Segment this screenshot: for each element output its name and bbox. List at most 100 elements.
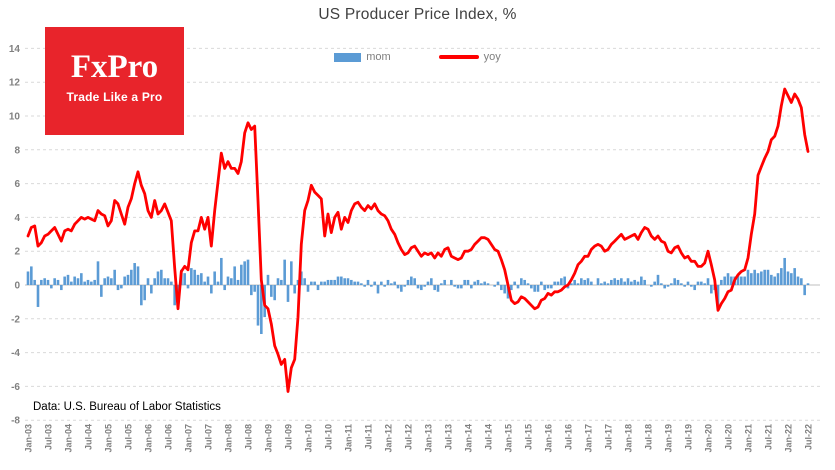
mom-bar: [140, 285, 143, 306]
mom-bar: [723, 276, 726, 285]
y-tick-label: 10: [9, 112, 21, 123]
x-tick-label: Jul-08: [244, 424, 254, 450]
mom-bar: [186, 285, 190, 289]
mom-bar: [463, 279, 466, 285]
mom-bar: [640, 276, 643, 285]
x-tick-label: Jul-05: [124, 424, 134, 450]
mom-bar: [406, 279, 410, 285]
mom-bar: [666, 285, 670, 287]
x-tick-label: Jan-08: [224, 424, 234, 453]
x-tick-label: Jul-13: [444, 424, 454, 450]
mom-bar: [650, 285, 653, 287]
mom-bar: [203, 281, 206, 285]
mom-bar: [776, 273, 780, 285]
mom-bar: [500, 285, 503, 291]
mom-bar: [456, 285, 460, 289]
mom-bar: [493, 285, 496, 287]
mom-bar: [363, 285, 366, 287]
x-tick-label: Jul-21: [764, 424, 774, 450]
mom-bar: [236, 279, 240, 285]
mom-bar: [476, 279, 480, 285]
mom-bar: [423, 285, 426, 287]
mom-bar: [350, 279, 353, 285]
x-tick-label: Jul-22: [804, 424, 814, 450]
mom-bar: [606, 283, 610, 285]
x-tick-label: Jan-16: [544, 424, 554, 453]
mom-bar: [560, 278, 563, 285]
x-tick-label: Jul-12: [404, 424, 414, 450]
mom-bar: [123, 276, 126, 285]
mom-bar: [276, 278, 280, 285]
mom-bar: [700, 281, 703, 285]
mom-bar: [503, 285, 506, 294]
mom-bar: [766, 269, 770, 285]
mom-bar: [333, 279, 336, 285]
mom-bar: [260, 285, 263, 335]
mom-bar: [286, 285, 290, 302]
mom-bar: [653, 281, 656, 285]
x-tick-label: Jul-18: [644, 424, 654, 450]
y-axis-labels: -8 -6 -4 -2 0 2 4 6 8 10 12 14: [9, 44, 21, 427]
x-tick-label: Jan-06: [144, 424, 154, 453]
mom-bar: [116, 285, 120, 291]
source-note: Data: U.S. Bureau of Labor Statistics: [33, 401, 221, 413]
x-tick-label: Jan-11: [344, 424, 354, 452]
mom-bar: [266, 274, 270, 285]
mom-bar: [383, 285, 386, 287]
legend-entry-yoy: yoy: [438, 51, 501, 63]
mom-bar: [693, 285, 696, 291]
mom-bar: [206, 276, 210, 285]
x-tick-label: Jul-17: [604, 424, 614, 450]
mom-bar: [443, 279, 446, 285]
mom-bar: [396, 285, 400, 289]
mom-bar: [736, 274, 740, 285]
mom-bar: [313, 281, 316, 285]
x-tick-label: Jan-12: [384, 424, 394, 453]
x-tick-label: Jan-21: [744, 424, 754, 453]
mom-bar: [546, 285, 550, 289]
mom-bar: [100, 285, 103, 297]
mom-bar: [586, 278, 590, 285]
mom-bar: [656, 274, 660, 285]
mom-bar: [590, 281, 593, 285]
mom-bar: [326, 279, 330, 285]
mom-bar: [163, 278, 166, 285]
mom-bar: [540, 281, 543, 285]
mom-bar: [130, 269, 133, 285]
mom-bar: [296, 279, 300, 285]
mom-bar: [786, 271, 790, 285]
mom-bar: [630, 281, 633, 285]
mom-bar: [393, 281, 396, 285]
mom-bar: [570, 283, 573, 285]
mom-bar: [453, 285, 456, 287]
mom-bar: [250, 285, 253, 296]
mom-bar: [620, 278, 623, 285]
chart-title: US Producer Price Index, %: [318, 6, 517, 23]
mom-bar: [103, 278, 106, 285]
x-axis-labels: Jan-03 Jul-03 Jan-04 Jul-04 Jan-05 Jul-05 Jan-…: [24, 424, 814, 453]
mom-bar: [126, 274, 130, 285]
mom-bar: [93, 279, 96, 285]
mom-bar: [170, 281, 173, 285]
mom-bar: [440, 283, 443, 285]
mom-bar: [193, 269, 196, 285]
mom-bar: [636, 281, 640, 285]
y-tick-label: 2: [14, 247, 20, 258]
y-tick-label: 14: [9, 44, 21, 55]
x-tick-label: Jan-09: [264, 424, 274, 453]
y-tick-label: -8: [11, 416, 20, 427]
mom-bar: [536, 285, 540, 292]
mom-bar: [360, 283, 363, 285]
mom-bar: [750, 273, 753, 285]
mom-bar: [550, 285, 553, 289]
x-tick-label: Jan-15: [504, 424, 514, 453]
mom-bar: [86, 279, 90, 285]
mom-bar-swatch-icon: [334, 52, 362, 62]
mom-bar: [150, 285, 153, 294]
legend-yoy-label: yoy: [483, 51, 501, 63]
mom-bar: [603, 281, 606, 285]
mom-bar: [43, 278, 46, 285]
mom-bar: [280, 279, 283, 285]
mom-bar: [743, 276, 746, 285]
mom-bar: [483, 281, 486, 285]
